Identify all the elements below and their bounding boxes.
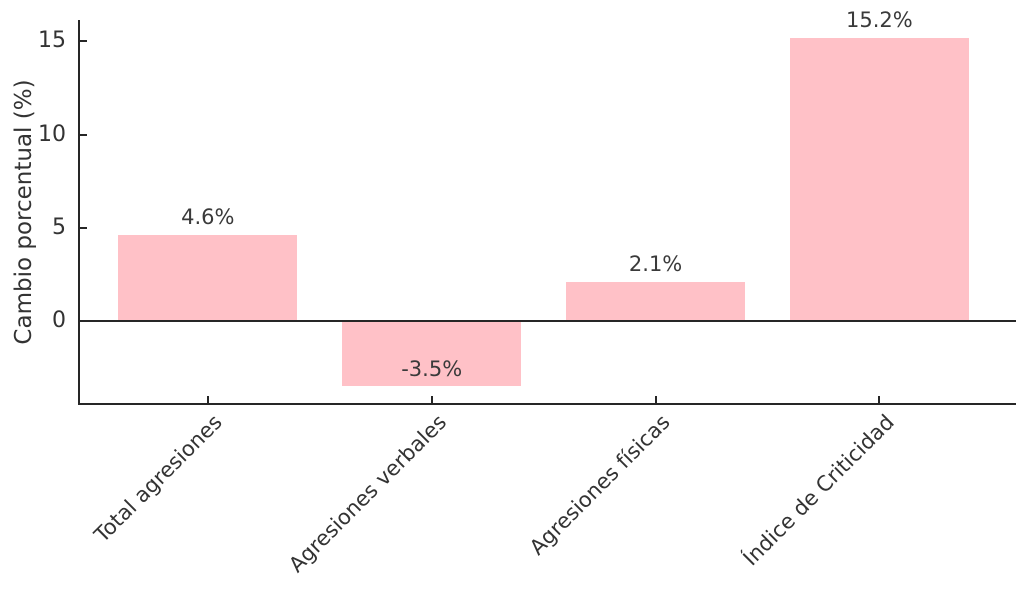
x-tick-label: Agresiones físicas [524,410,675,560]
y-axis-spine [78,20,80,405]
x-tick-mark [878,396,881,404]
x-axis-spine [78,403,1016,405]
bar-value-label: 2.1% [628,252,683,276]
y-tick-label: 10 [38,121,66,147]
x-tick-mark [430,396,433,404]
bar-4 [789,37,969,322]
y-tick-mark [79,226,87,229]
x-tick-mark [654,396,657,404]
bar-value-label: 15.2% [846,7,913,32]
y-tick-label: 0 [52,308,66,334]
y-tick-mark [79,320,87,323]
bar-3 [566,282,746,322]
y-tick-label: 15 [38,28,66,54]
y-tick-mark [79,40,87,43]
x-tick-label: Índice de Criticidad [737,410,899,571]
x-tick-label: Total agresiones [89,410,227,548]
bar-2 [342,321,522,387]
bar-value-label: 4.6% [181,205,235,230]
y-axis-title: Cambio porcentual (%) [11,79,37,345]
y-tick-mark [79,133,87,136]
x-tick-label: Agresiones verbales [283,410,451,577]
zero-baseline [78,320,1016,323]
x-tick-mark [206,396,209,404]
y-tick-label: 5 [52,214,66,240]
bar-value-label: -3.5% [401,356,463,381]
bar-1 [118,235,298,322]
